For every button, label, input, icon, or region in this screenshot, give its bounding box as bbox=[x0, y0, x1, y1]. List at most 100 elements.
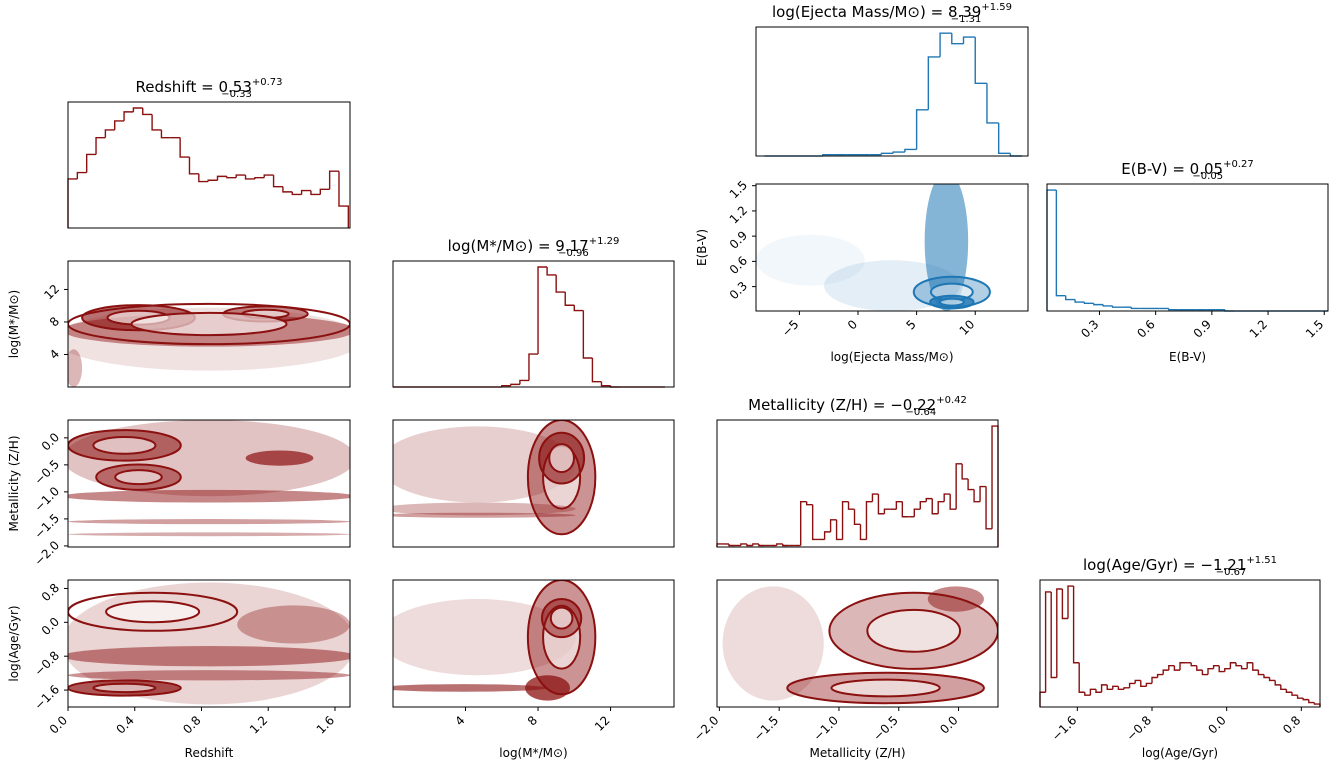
hist-step bbox=[1078, 662, 1085, 693]
hist-step bbox=[1084, 692, 1091, 696]
hist-step bbox=[1240, 665, 1248, 670]
hist-step bbox=[537, 266, 548, 355]
hist-step bbox=[1130, 307, 1141, 310]
hist-step bbox=[142, 108, 153, 116]
hist-step bbox=[1302, 698, 1309, 701]
title-lower: −0.96 bbox=[558, 248, 589, 259]
panel-title: log(M*/M⊙) = 9.17+1.29 −0.96 bbox=[448, 236, 620, 259]
hist-step bbox=[591, 357, 602, 383]
hist-step bbox=[962, 36, 976, 44]
hist-step bbox=[1162, 669, 1169, 675]
hist-step bbox=[811, 504, 819, 541]
hist-step bbox=[1134, 679, 1141, 684]
hist-step bbox=[1065, 295, 1076, 301]
hist-step bbox=[728, 543, 735, 547]
hist-step bbox=[823, 531, 831, 540]
hist-step bbox=[1296, 695, 1304, 699]
contour-inner bbox=[105, 600, 201, 624]
density-region bbox=[756, 234, 865, 286]
hist-step bbox=[961, 463, 969, 480]
hist-step bbox=[841, 500, 849, 540]
histogram-panel: log(M*/M⊙) = 9.17+1.29 −0.96 bbox=[392, 236, 675, 388]
hist-step bbox=[927, 56, 941, 110]
panel-frame bbox=[755, 26, 1029, 157]
hist-step bbox=[758, 543, 765, 547]
hist-step bbox=[263, 174, 274, 178]
density-region bbox=[68, 489, 350, 503]
hist-step bbox=[198, 173, 209, 183]
hist-step bbox=[216, 175, 227, 181]
hist-step bbox=[179, 137, 190, 158]
hist-step bbox=[829, 519, 837, 532]
panel-title: log(Age/Gyr) = −1.21+1.51 −0.67 bbox=[1083, 555, 1277, 578]
density-region bbox=[393, 426, 576, 503]
density bbox=[68, 420, 350, 537]
density-region bbox=[393, 512, 576, 518]
hist-step bbox=[546, 267, 557, 276]
hist-step bbox=[104, 129, 115, 138]
hist-step bbox=[1246, 662, 1253, 669]
hist-step bbox=[979, 485, 987, 502]
hist-step bbox=[564, 292, 575, 306]
hist-step bbox=[1083, 302, 1094, 305]
hist-step bbox=[1291, 692, 1298, 696]
hist-step bbox=[865, 500, 873, 540]
title-lower: −0.67 bbox=[1216, 567, 1247, 578]
hist-step bbox=[1257, 670, 1264, 676]
hist-step bbox=[1095, 689, 1102, 693]
title-lower: −0.05 bbox=[1192, 171, 1223, 182]
title-main: log(Ejecta Mass/M⊙) = 8.39 bbox=[772, 3, 981, 21]
hist-step bbox=[880, 152, 894, 155]
x-axis-label: E(B-V) bbox=[1169, 350, 1206, 364]
hist-step bbox=[1268, 677, 1276, 682]
title-lower: −1.31 bbox=[951, 14, 982, 25]
hist-step bbox=[1128, 682, 1136, 688]
hist-step bbox=[1102, 304, 1113, 307]
hist-step bbox=[1274, 680, 1281, 686]
y-axis-label: log(Age/Gyr) bbox=[7, 605, 21, 681]
x-axis-label: log(Age/Gyr) bbox=[1142, 746, 1218, 760]
hist-step bbox=[1112, 685, 1119, 690]
hist-step bbox=[244, 175, 255, 180]
hist-step bbox=[901, 501, 909, 518]
density-region bbox=[393, 684, 548, 692]
hist-step bbox=[254, 176, 265, 179]
hist-step bbox=[859, 524, 867, 541]
hist-step bbox=[1111, 305, 1122, 308]
hist-step bbox=[1252, 662, 1259, 671]
density-region bbox=[924, 184, 969, 311]
panel-title: log(Ejecta Mass/M⊙) = 8.39+1.59 −1.31 bbox=[772, 2, 1012, 25]
contour-inner bbox=[549, 606, 574, 630]
hist-step bbox=[871, 493, 879, 502]
x-axis-label: Metallicity (Z/H) bbox=[810, 746, 906, 760]
hist-step bbox=[746, 543, 753, 547]
hist-step bbox=[752, 543, 759, 546]
hist-step bbox=[931, 498, 939, 515]
hist-step bbox=[1106, 684, 1113, 690]
x-axis-label: Redshift bbox=[185, 746, 234, 760]
hist-step bbox=[943, 493, 951, 502]
density-region bbox=[68, 349, 83, 387]
hist-step bbox=[895, 500, 903, 510]
hist-step bbox=[951, 33, 964, 45]
panel-title: Metallicity (Z/H) = −0.22+0.42 −0.64 bbox=[748, 395, 967, 418]
contour-inner bbox=[548, 443, 575, 474]
title-upper: +0.73 bbox=[252, 77, 283, 88]
hist-step bbox=[892, 151, 905, 154]
title-lower: −0.33 bbox=[221, 89, 252, 100]
contour-inner bbox=[938, 297, 965, 307]
hist-step bbox=[937, 500, 945, 514]
x-axis-label: log(M*/M⊙) bbox=[499, 746, 567, 760]
density bbox=[68, 302, 350, 387]
hist-step bbox=[1151, 676, 1158, 684]
title-lower: −0.64 bbox=[906, 407, 937, 418]
hist-step bbox=[776, 543, 783, 546]
hist-step bbox=[847, 501, 855, 510]
x-axis-label: log(Ejecta Mass/M⊙) bbox=[830, 350, 953, 364]
hist-step bbox=[1196, 665, 1203, 671]
hist-step bbox=[1207, 667, 1214, 675]
